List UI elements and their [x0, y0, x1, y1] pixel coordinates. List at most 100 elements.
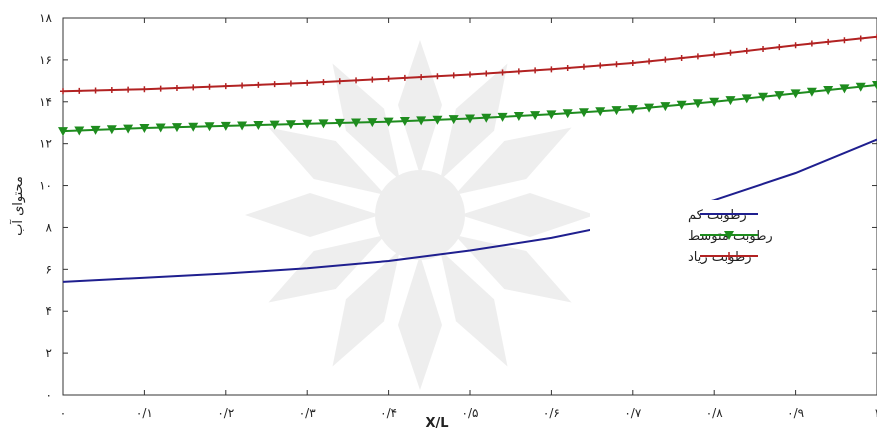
data-point-marker — [401, 74, 408, 81]
data-point-marker — [90, 125, 101, 135]
data-point-marker — [874, 33, 877, 40]
data-point-marker — [841, 37, 848, 44]
data-point-marker — [125, 86, 132, 93]
x-axis-title: X/L — [425, 416, 448, 430]
y-tick-label: ۶ — [46, 262, 52, 276]
data-point-marker — [367, 118, 378, 128]
data-point-marker — [334, 118, 345, 128]
y-tick-label: ۰ — [46, 388, 52, 402]
x-tick-label: ۰/۳ — [299, 406, 316, 420]
data-point-marker — [727, 49, 734, 56]
data-point-marker — [774, 91, 785, 101]
legend-marker — [724, 231, 734, 240]
data-point-marker — [741, 94, 752, 104]
data-point-marker — [173, 84, 180, 91]
data-point-marker — [285, 120, 296, 130]
data-point-marker — [320, 79, 327, 86]
data-point-marker — [385, 75, 392, 82]
data-point-marker — [839, 84, 850, 94]
data-point-marker — [823, 86, 834, 96]
data-point-marker — [74, 126, 85, 136]
y-tick-label: ۲ — [46, 346, 52, 360]
data-point-marker — [497, 112, 508, 122]
y-tick-label: ۴ — [46, 304, 52, 318]
data-point-marker — [239, 82, 246, 89]
x-tick-label: ۰/۶ — [543, 406, 560, 420]
x-axis: ۰ ۰/۱ ۰/۲ ۰/۳ ۰/۴ ۰/۵ ۰/۶ ۰/۷ ۰/۸ ۰/۹ ۱ — [60, 18, 877, 420]
series-line-low — [62, 138, 877, 283]
data-point-marker — [595, 107, 606, 117]
data-point-marker — [434, 73, 441, 80]
y-tick-label: ۱۶ — [39, 53, 52, 67]
data-point-marker — [222, 83, 229, 90]
data-point-marker — [676, 100, 687, 110]
data-point-marker — [760, 45, 767, 52]
data-point-marker — [530, 111, 541, 121]
data-point-marker — [467, 71, 473, 78]
x-tick-label: ۱ — [874, 406, 877, 420]
data-point-marker — [564, 65, 571, 72]
legend-label-low: رطوبت کم — [688, 208, 747, 223]
data-point-marker — [776, 44, 783, 51]
y-tick-label: ۸ — [46, 220, 53, 234]
data-point-marker — [255, 81, 262, 88]
data-point-marker — [416, 116, 427, 126]
data-point-marker — [92, 87, 99, 94]
data-point-marker — [237, 121, 248, 131]
data-point-marker — [613, 61, 620, 68]
y-tick-label: ۱۲ — [39, 137, 52, 151]
x-tick-label: ۰/۵ — [462, 406, 479, 420]
data-point-marker — [123, 124, 134, 134]
data-point-marker — [220, 121, 231, 131]
x-tick-label: ۰/۴ — [380, 406, 397, 420]
data-point-marker — [318, 119, 329, 129]
data-point-marker — [611, 106, 622, 116]
data-point-marker — [580, 63, 587, 70]
data-point-marker — [578, 108, 589, 118]
data-point-marker — [790, 89, 801, 99]
x-tick-label: ۰/۸ — [706, 406, 723, 420]
data-point-marker — [304, 79, 311, 86]
data-point-marker — [532, 67, 539, 74]
data-point-marker — [597, 62, 604, 69]
legend-label-high: رطوبت زیاد — [688, 250, 752, 265]
data-point-marker — [58, 127, 68, 137]
data-point-marker — [269, 120, 280, 130]
watermark-rosette — [245, 40, 595, 390]
data-point-marker — [808, 40, 815, 47]
data-point-marker — [692, 99, 703, 109]
data-point-marker — [188, 122, 199, 132]
data-point-marker — [758, 92, 769, 102]
data-point-marker — [483, 70, 490, 77]
data-point-marker — [855, 82, 866, 92]
legend: رطوبت کم رطوبت متوسط رطوبت زیاد — [590, 200, 773, 268]
data-point-marker — [792, 42, 799, 49]
data-point-marker — [806, 87, 817, 97]
data-point-marker — [513, 112, 524, 122]
data-point-marker — [562, 109, 573, 119]
data-point-marker — [60, 88, 66, 95]
data-point-marker — [206, 83, 213, 90]
data-point-marker — [629, 60, 636, 67]
y-axis-title: محتوای آب — [9, 176, 26, 236]
data-point-marker — [271, 81, 278, 88]
y-axis: ۰ ۲ ۴ ۶ ۸ ۱۰ ۱۲ ۱۴ ۱۶ ۱۸ — [39, 11, 877, 402]
data-point-marker — [353, 77, 360, 84]
y-tick-label: ۱۸ — [39, 11, 52, 25]
data-point-marker — [448, 115, 459, 125]
data-point-marker — [481, 113, 492, 123]
x-tick-label: ۰/۱ — [136, 406, 153, 420]
data-point-marker — [678, 55, 685, 62]
data-point-marker — [204, 122, 215, 132]
data-point-marker — [418, 74, 425, 81]
data-point-marker — [660, 102, 671, 112]
data-point-marker — [872, 81, 877, 91]
series-line-high — [62, 35, 877, 93]
data-point-marker — [515, 68, 522, 75]
data-point-marker — [369, 76, 376, 83]
data-point-marker — [399, 117, 410, 127]
data-point-marker — [644, 103, 655, 113]
data-point-marker — [287, 80, 294, 87]
x-tick-label: ۰ — [60, 406, 66, 420]
data-point-marker — [662, 56, 669, 63]
